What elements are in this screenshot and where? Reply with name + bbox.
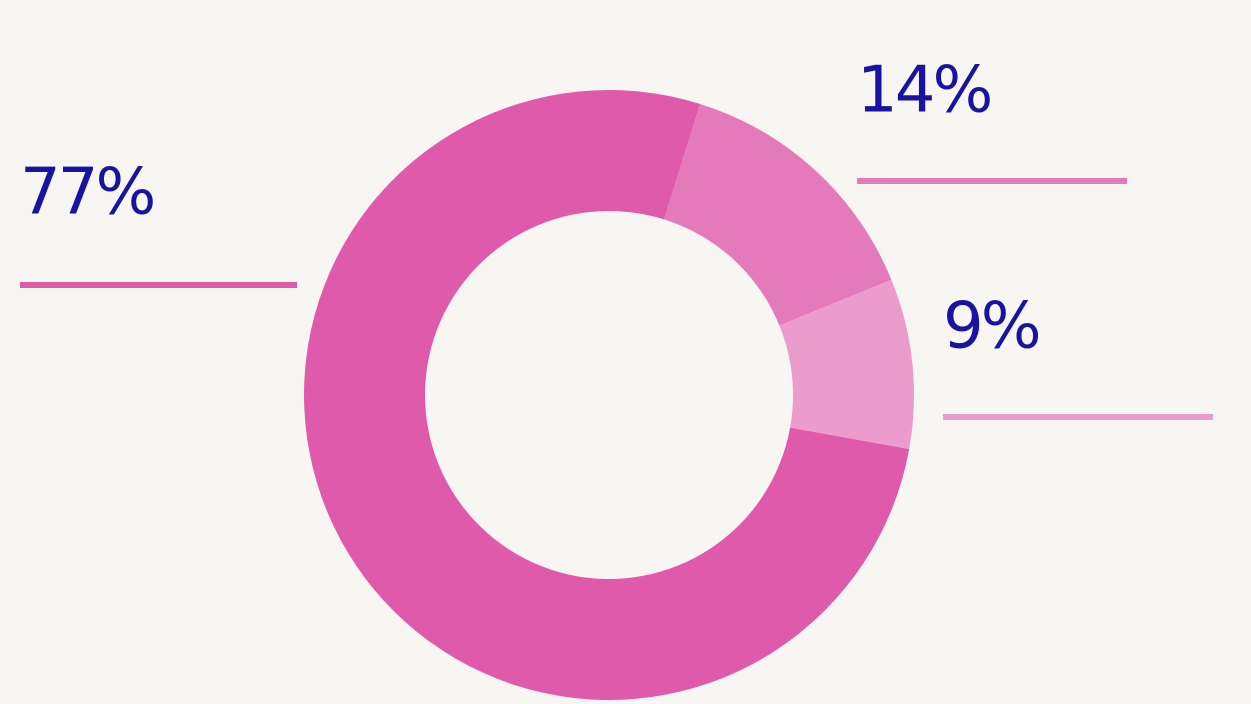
value-label: 9%: [943, 290, 1039, 364]
donut-segment: [304, 90, 910, 700]
value-label: 77%: [20, 156, 153, 230]
value-label: 14%: [857, 54, 990, 128]
donut-segment: [779, 279, 914, 450]
donut-segment: [664, 103, 892, 326]
